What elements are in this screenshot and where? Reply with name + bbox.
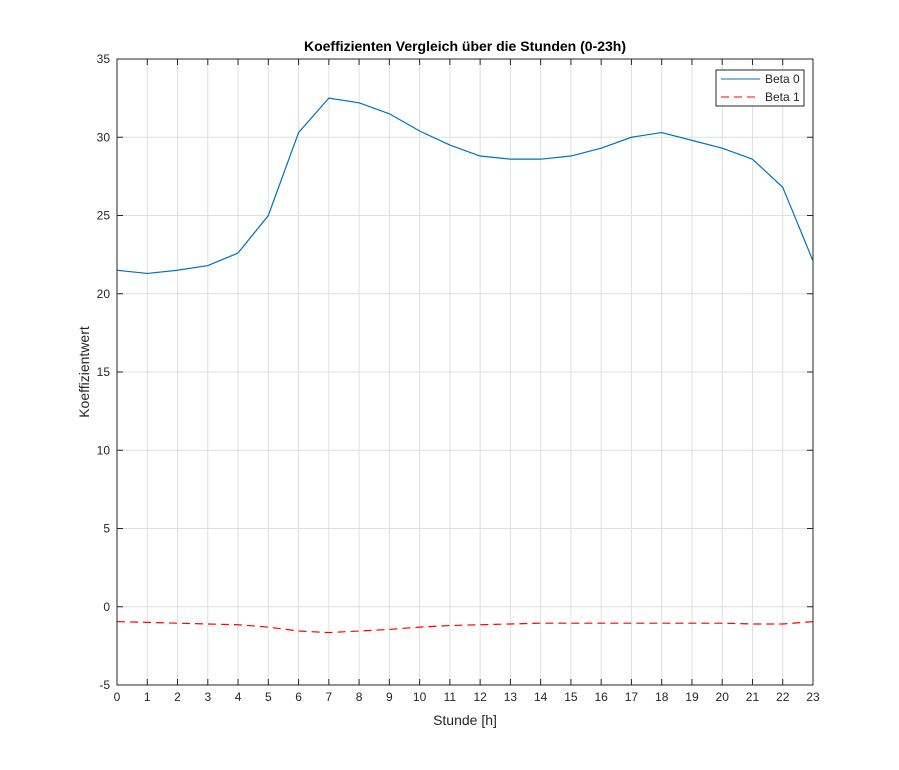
y-tick-label: 15 xyxy=(97,365,111,379)
y-tick-label: 10 xyxy=(97,443,111,457)
legend-box xyxy=(715,69,805,107)
x-tick-label: 0 xyxy=(114,690,121,704)
x-tick-label: 22 xyxy=(776,690,790,704)
series-line-beta-0 xyxy=(116,97,814,275)
y-tick-label: 35 xyxy=(97,52,111,66)
y-tick-label: 30 xyxy=(97,130,111,144)
y-axis-label: Koeffizientwert xyxy=(76,326,92,418)
x-tick-label: 18 xyxy=(655,690,669,704)
x-tick-label: 17 xyxy=(625,690,639,704)
x-tick-label: 23 xyxy=(806,690,820,704)
x-tick-label: 15 xyxy=(564,690,578,704)
y-tick-label: 0 xyxy=(103,600,110,614)
y-axis: -5 0 5 10 15 20 25 30 35 xyxy=(97,52,813,692)
legend-label-beta-0: Beta 0 xyxy=(765,72,800,86)
x-tick-label: 7 xyxy=(325,690,332,704)
y-tick-label: 5 xyxy=(103,522,110,536)
legend-label-beta-1: Beta 1 xyxy=(765,90,800,104)
x-tick-label: 3 xyxy=(204,690,211,704)
x-axis-label: Stunde [h] xyxy=(433,712,497,728)
x-tick-label: 14 xyxy=(534,690,548,704)
y-tick-label: 25 xyxy=(97,209,111,223)
y-tick-label: 20 xyxy=(97,287,111,301)
x-tick-label: 11 xyxy=(444,690,457,704)
x-tick-label: 2 xyxy=(174,690,181,704)
x-tick-label: 4 xyxy=(235,690,242,704)
legend: Beta 0 Beta 1 xyxy=(715,69,805,107)
x-axis: 0 1 2 3 4 5 6 7 8 9 10 11 12 13 14 15 16 17 18 19 20 21 22 23 xyxy=(114,59,820,704)
x-tick-label: 9 xyxy=(386,690,393,704)
x-tick-label: 12 xyxy=(473,690,487,704)
x-tick-label: 1 xyxy=(144,690,151,704)
x-tick-label: 20 xyxy=(716,690,730,704)
x-tick-label: 8 xyxy=(356,690,363,704)
x-tick-label: 21 xyxy=(746,690,760,704)
y-tick-label: -5 xyxy=(99,678,110,692)
x-tick-label: 19 xyxy=(685,690,699,704)
x-tick-label: 13 xyxy=(504,690,518,704)
x-tick-label: 16 xyxy=(594,690,608,704)
x-tick-label: 10 xyxy=(413,690,427,704)
x-tick-label: 5 xyxy=(265,690,272,704)
x-tick-label: 6 xyxy=(295,690,302,704)
series-group xyxy=(116,97,814,634)
chart-title: Koeffizienten Vergleich über die Stunden… xyxy=(304,38,626,54)
